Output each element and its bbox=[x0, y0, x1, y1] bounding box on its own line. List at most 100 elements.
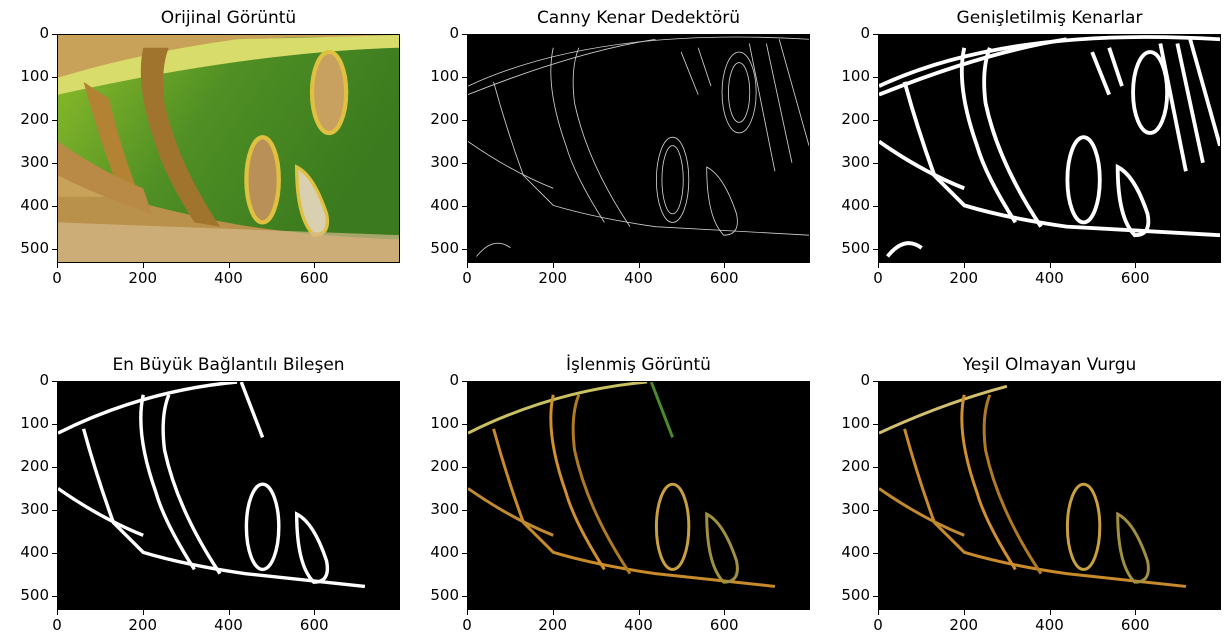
y-tick-label: 500 bbox=[841, 585, 870, 604]
x-tick-label: 0 bbox=[873, 269, 883, 287]
y-tick-mark bbox=[462, 248, 467, 250]
x-tick-mark bbox=[1049, 610, 1051, 615]
x-tick-mark bbox=[57, 610, 58, 615]
x-tick-mark bbox=[142, 263, 144, 268]
y-tick-mark bbox=[873, 162, 878, 164]
y-tick-label: 0 bbox=[449, 371, 459, 389]
x-tick-label: 600 bbox=[1120, 616, 1150, 634]
y-tick-label: 0 bbox=[39, 24, 49, 42]
x-tick-mark bbox=[467, 263, 468, 268]
y-tick-mark bbox=[873, 34, 878, 35]
largest-component-image bbox=[58, 382, 366, 589]
y-tick-label: 0 bbox=[860, 371, 870, 389]
y-tick-mark bbox=[462, 552, 467, 554]
x-tick-label: 400 bbox=[214, 269, 243, 287]
x-tick-mark bbox=[314, 263, 316, 268]
y-tick-mark bbox=[52, 34, 57, 35]
y-tick-mark bbox=[462, 119, 467, 121]
x-tick-label: 200 bbox=[538, 616, 568, 634]
y-tick-label: 400 bbox=[20, 542, 49, 561]
y-tick-label: 200 bbox=[20, 456, 49, 475]
canny-edge-image bbox=[468, 36, 809, 257]
dilated-edge-image bbox=[879, 35, 1220, 258]
panel-title: En Büyük Bağlantılı Bileşen bbox=[112, 355, 345, 375]
panel-title: Orijinal Görüntü bbox=[160, 8, 297, 28]
image-plot-area bbox=[57, 381, 400, 610]
non-green-highlight-image bbox=[879, 384, 1187, 588]
x-tick-label: 600 bbox=[709, 616, 739, 634]
image-plot-area bbox=[878, 34, 1221, 263]
panel-non-green-highlight: Yeşil Olmayan Vurgu 0 100 200 300 400 500 0 200… bbox=[841, 355, 1221, 634]
x-tick-mark bbox=[724, 263, 726, 268]
y-tick-label: 400 bbox=[430, 195, 459, 214]
x-tick-mark bbox=[314, 610, 316, 615]
x-tick-label: 0 bbox=[462, 616, 472, 634]
y-tick-label: 0 bbox=[39, 371, 49, 389]
panel-title: Yeşil Olmayan Vurgu bbox=[962, 355, 1137, 375]
panel-title: Genişletilmiş Kenarlar bbox=[956, 8, 1143, 28]
y-tick-mark bbox=[52, 552, 57, 554]
y-tick-label: 300 bbox=[20, 499, 49, 518]
y-tick-mark bbox=[873, 509, 878, 511]
x-tick-mark bbox=[878, 263, 879, 268]
panel-processed-image: İşlenmiş Görüntü 0 100 200 300 400 500 0 200 400… bbox=[430, 355, 810, 634]
y-tick-label: 500 bbox=[430, 585, 459, 604]
y-tick-label: 300 bbox=[430, 152, 459, 171]
y-tick-mark bbox=[873, 119, 878, 121]
y-tick-mark bbox=[873, 76, 878, 78]
y-tick-label: 100 bbox=[841, 413, 870, 432]
y-tick-label: 200 bbox=[20, 109, 49, 128]
processed-image bbox=[468, 382, 776, 588]
y-tick-label: 300 bbox=[20, 152, 49, 171]
image-plot-area bbox=[57, 34, 400, 263]
image-plot-area bbox=[878, 381, 1221, 610]
y-tick-mark bbox=[462, 466, 467, 468]
y-tick-label: 500 bbox=[841, 238, 870, 257]
image-plot-area bbox=[467, 381, 810, 610]
y-tick-mark bbox=[52, 423, 57, 425]
y-tick-mark bbox=[873, 552, 878, 554]
y-tick-mark bbox=[873, 248, 878, 250]
y-tick-mark bbox=[873, 205, 878, 207]
y-tick-label: 100 bbox=[430, 66, 459, 85]
x-tick-label: 600 bbox=[709, 269, 739, 287]
x-tick-mark bbox=[552, 610, 554, 615]
y-tick-label: 0 bbox=[449, 24, 459, 42]
y-tick-label: 300 bbox=[430, 499, 459, 518]
x-tick-label: 400 bbox=[624, 616, 653, 634]
panel-original-image: Orijinal Görüntü 0 100 200 300 400 500 0 200 400… bbox=[20, 8, 400, 287]
x-tick-label: 600 bbox=[299, 616, 329, 634]
x-tick-mark bbox=[57, 263, 58, 268]
y-tick-mark bbox=[462, 34, 467, 35]
x-tick-label: 0 bbox=[873, 616, 883, 634]
image-plot-area bbox=[467, 34, 810, 263]
x-tick-mark bbox=[1049, 263, 1051, 268]
x-tick-label: 400 bbox=[1035, 269, 1064, 287]
x-tick-mark bbox=[724, 610, 726, 615]
y-tick-mark bbox=[52, 595, 57, 597]
y-tick-label: 100 bbox=[20, 66, 49, 85]
y-tick-mark bbox=[52, 119, 57, 121]
leaf-photo bbox=[58, 35, 399, 262]
x-tick-mark bbox=[1135, 263, 1137, 268]
x-tick-mark bbox=[638, 610, 640, 615]
x-tick-label: 0 bbox=[52, 616, 62, 634]
x-tick-mark bbox=[878, 610, 879, 615]
y-tick-label: 200 bbox=[841, 109, 870, 128]
y-tick-label: 200 bbox=[430, 109, 459, 128]
y-tick-label: 400 bbox=[841, 542, 870, 561]
x-tick-mark bbox=[228, 263, 230, 268]
x-tick-label: 0 bbox=[52, 269, 62, 287]
x-tick-label: 600 bbox=[299, 269, 329, 287]
panel-title: Canny Kenar Dedektörü bbox=[536, 8, 741, 28]
y-tick-mark bbox=[462, 76, 467, 78]
panel-title: İşlenmiş Görüntü bbox=[566, 355, 711, 375]
y-tick-mark bbox=[52, 76, 57, 78]
y-tick-label: 300 bbox=[841, 499, 870, 518]
x-tick-label: 200 bbox=[128, 269, 158, 287]
y-tick-label: 200 bbox=[430, 456, 459, 475]
panel-largest-component: En Büyük Bağlantılı Bileşen 0 100 200 300 40… bbox=[20, 355, 400, 634]
y-tick-mark bbox=[873, 381, 878, 382]
x-tick-mark bbox=[228, 610, 230, 615]
y-tick-mark bbox=[873, 423, 878, 425]
